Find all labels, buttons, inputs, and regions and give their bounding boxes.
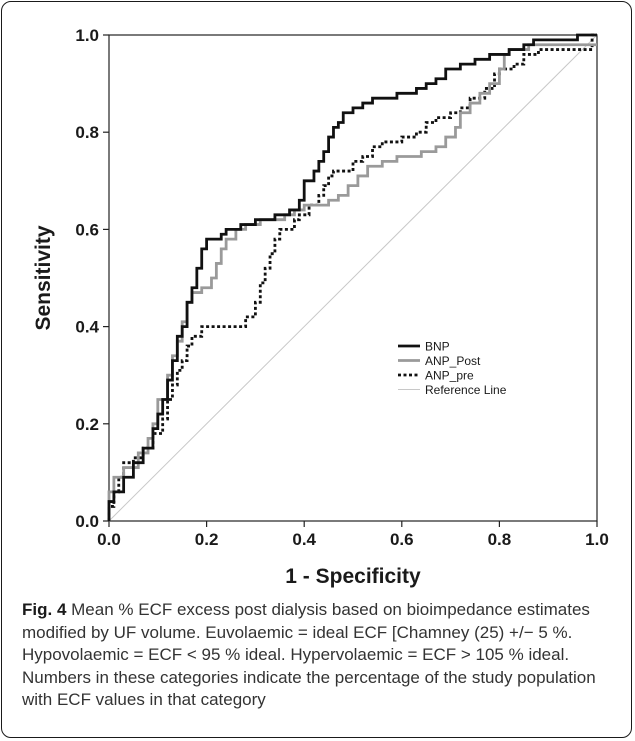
- figure-label: Fig. 4: [22, 600, 67, 619]
- x-axis-label: 1 - Specificity: [285, 565, 421, 588]
- figure-caption: Fig. 4 Mean % ECF excess post dialysis b…: [22, 599, 622, 712]
- y-tick-label: 1.0: [75, 26, 99, 45]
- y-tick-label: 0.2: [75, 415, 99, 434]
- legend-label: BNP: [425, 340, 450, 354]
- legend-label: Reference Line: [425, 383, 507, 397]
- y-tick-label: 0.8: [75, 123, 99, 142]
- legend-label: ANP_pre: [425, 369, 474, 383]
- series-line-anp-post: [107, 43, 597, 521]
- y-tick-label: 0.6: [75, 220, 99, 239]
- figure-caption-text: Mean % ECF excess post dialysis based on…: [22, 600, 596, 709]
- x-tick-label: 0.0: [97, 530, 121, 549]
- x-tick-label: 0.2: [195, 530, 219, 549]
- y-axis-label: Sensitivity: [32, 225, 55, 330]
- x-tick-label: 0.4: [292, 530, 316, 549]
- y-tick-label: 0.0: [75, 512, 99, 531]
- plot-area-border: [108, 34, 598, 522]
- series-line-reference-line: [108, 34, 598, 522]
- y-tick-label: 0.4: [75, 318, 99, 337]
- legend-label: ANP_Post: [425, 354, 481, 368]
- x-tick-label: 0.6: [390, 530, 414, 549]
- series-line-bnp: [107, 33, 597, 521]
- x-tick-label: 1.0: [585, 530, 609, 549]
- x-tick-label: 0.8: [488, 530, 512, 549]
